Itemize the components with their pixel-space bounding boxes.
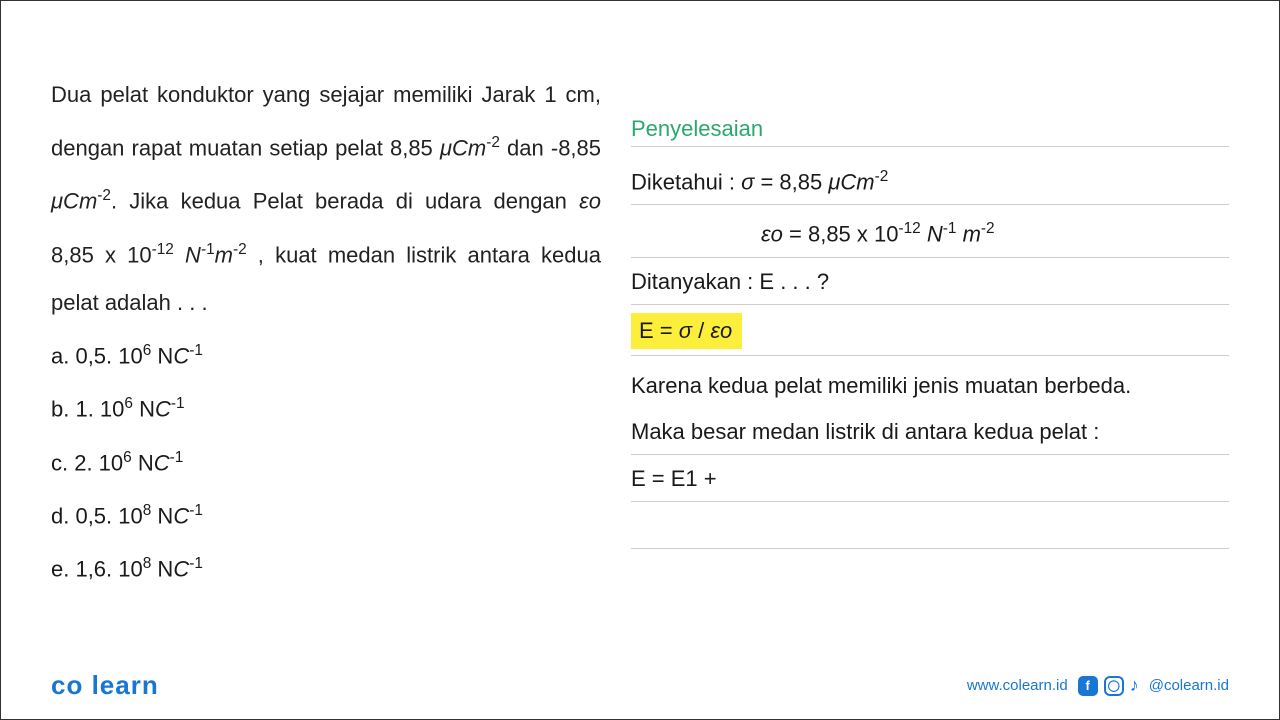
footer-url: www.colearn.id xyxy=(967,677,1068,694)
explain-2: Maka besar medan listrik di antara kedua… xyxy=(631,408,1229,455)
answer-options: a. 0,5. 106 NC-1 b. 1. 106 NC-1 c. 2. 10… xyxy=(51,327,601,594)
social-handle: @colearn.id xyxy=(1149,677,1229,694)
epsilon-line: εo = 8,85 x 10-12 N-1 m-2 xyxy=(631,205,1229,257)
explain-1: Karena kedua pelat memiliki jenis muatan… xyxy=(631,356,1229,408)
option-b: b. 1. 106 NC-1 xyxy=(51,380,601,433)
instagram-icon: ◯ xyxy=(1104,676,1124,696)
page-frame: Dua pelat konduktor yang sejajar memilik… xyxy=(0,0,1280,720)
given-line: Diketahui : σ = 8,85 μCm-2 xyxy=(631,153,1229,205)
solution-title: Penyelesaian xyxy=(631,116,1229,147)
equation-line: E = E1 + xyxy=(631,455,1229,502)
blank-line xyxy=(631,502,1229,549)
content-columns: Dua pelat konduktor yang sejajar memilik… xyxy=(51,41,1229,621)
formula-line: E = σ / εo xyxy=(631,305,1229,356)
social-icons: f ◯ ♪ xyxy=(1078,676,1139,696)
footer-right: www.colearn.id f ◯ ♪ @colearn.id xyxy=(967,676,1229,696)
brand-logo: co learn xyxy=(51,670,159,701)
problem-column: Dua pelat konduktor yang sejajar memilik… xyxy=(51,41,601,621)
facebook-icon: f xyxy=(1078,676,1098,696)
option-e: e. 1,6. 108 NC-1 xyxy=(51,540,601,593)
option-d: d. 0,5. 108 NC-1 xyxy=(51,487,601,540)
option-a: a. 0,5. 106 NC-1 xyxy=(51,327,601,380)
solution-column: Penyelesaian Diketahui : σ = 8,85 μCm-2 … xyxy=(631,41,1229,621)
asked-line: Ditanyakan : E . . . ? xyxy=(631,258,1229,305)
option-c: c. 2. 106 NC-1 xyxy=(51,434,601,487)
problem-statement: Dua pelat konduktor yang sejajar memilik… xyxy=(51,71,601,327)
footer-bar: co learn www.colearn.id f ◯ ♪ @colearn.i… xyxy=(51,670,1229,701)
formula-highlight: E = σ / εo xyxy=(631,313,742,349)
tiktok-icon: ♪ xyxy=(1130,676,1139,696)
